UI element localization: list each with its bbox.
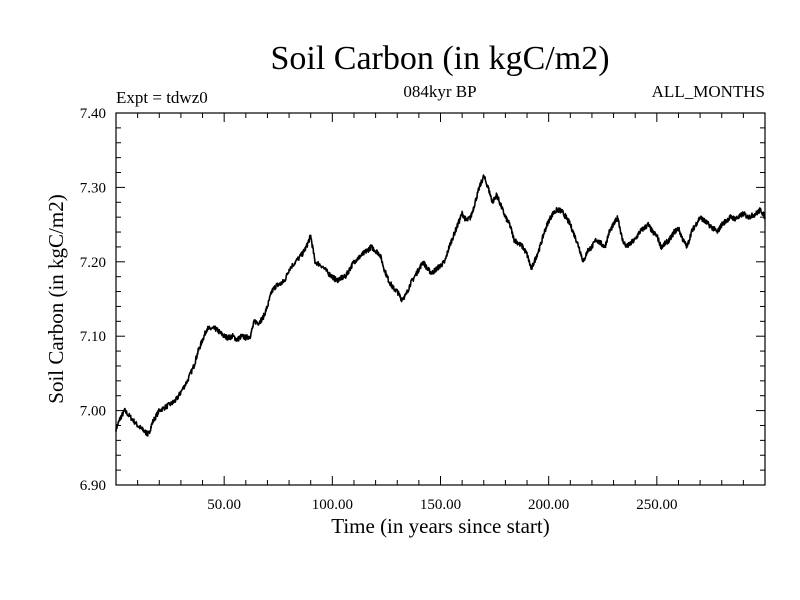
y-tick-label: 7.20: [80, 255, 106, 271]
experiment-label: Expt = tdwz0: [116, 88, 208, 107]
y-tick-label: 7.00: [80, 404, 106, 420]
x-tick-label: 50.00: [207, 497, 241, 513]
x-tick-label: 100.00: [312, 497, 353, 513]
series-line-soil-carbon: [115, 174, 766, 437]
plot-frame: [115, 112, 766, 486]
y-axis-label: Soil Carbon (in kgC/m2): [44, 194, 68, 403]
y-tick-label: 7.30: [80, 180, 106, 196]
months-label: ALL_MONTHS: [651, 82, 765, 101]
y-axis-label-group: Soil Carbon (in kgC/m2): [44, 194, 68, 403]
y-tick-label: 7.10: [80, 329, 106, 345]
y-tick-label: 6.90: [80, 478, 106, 494]
x-axis-label: Time (in years since start): [331, 514, 550, 538]
x-tick-label: 200.00: [528, 497, 569, 513]
tick-marks: [116, 113, 765, 485]
y-tick-label: 7.40: [80, 106, 106, 122]
x-tick-label: 150.00: [420, 497, 461, 513]
tick-labels: 50.00 100.00 150.00 200.00 250.00 6.90 7.00 7.1…: [80, 106, 678, 513]
chart-subtitle: 084kyr BP: [403, 82, 477, 101]
x-tick-label: 250.00: [636, 497, 677, 513]
chart-title: Soil Carbon (in kgC/m2): [270, 40, 610, 77]
